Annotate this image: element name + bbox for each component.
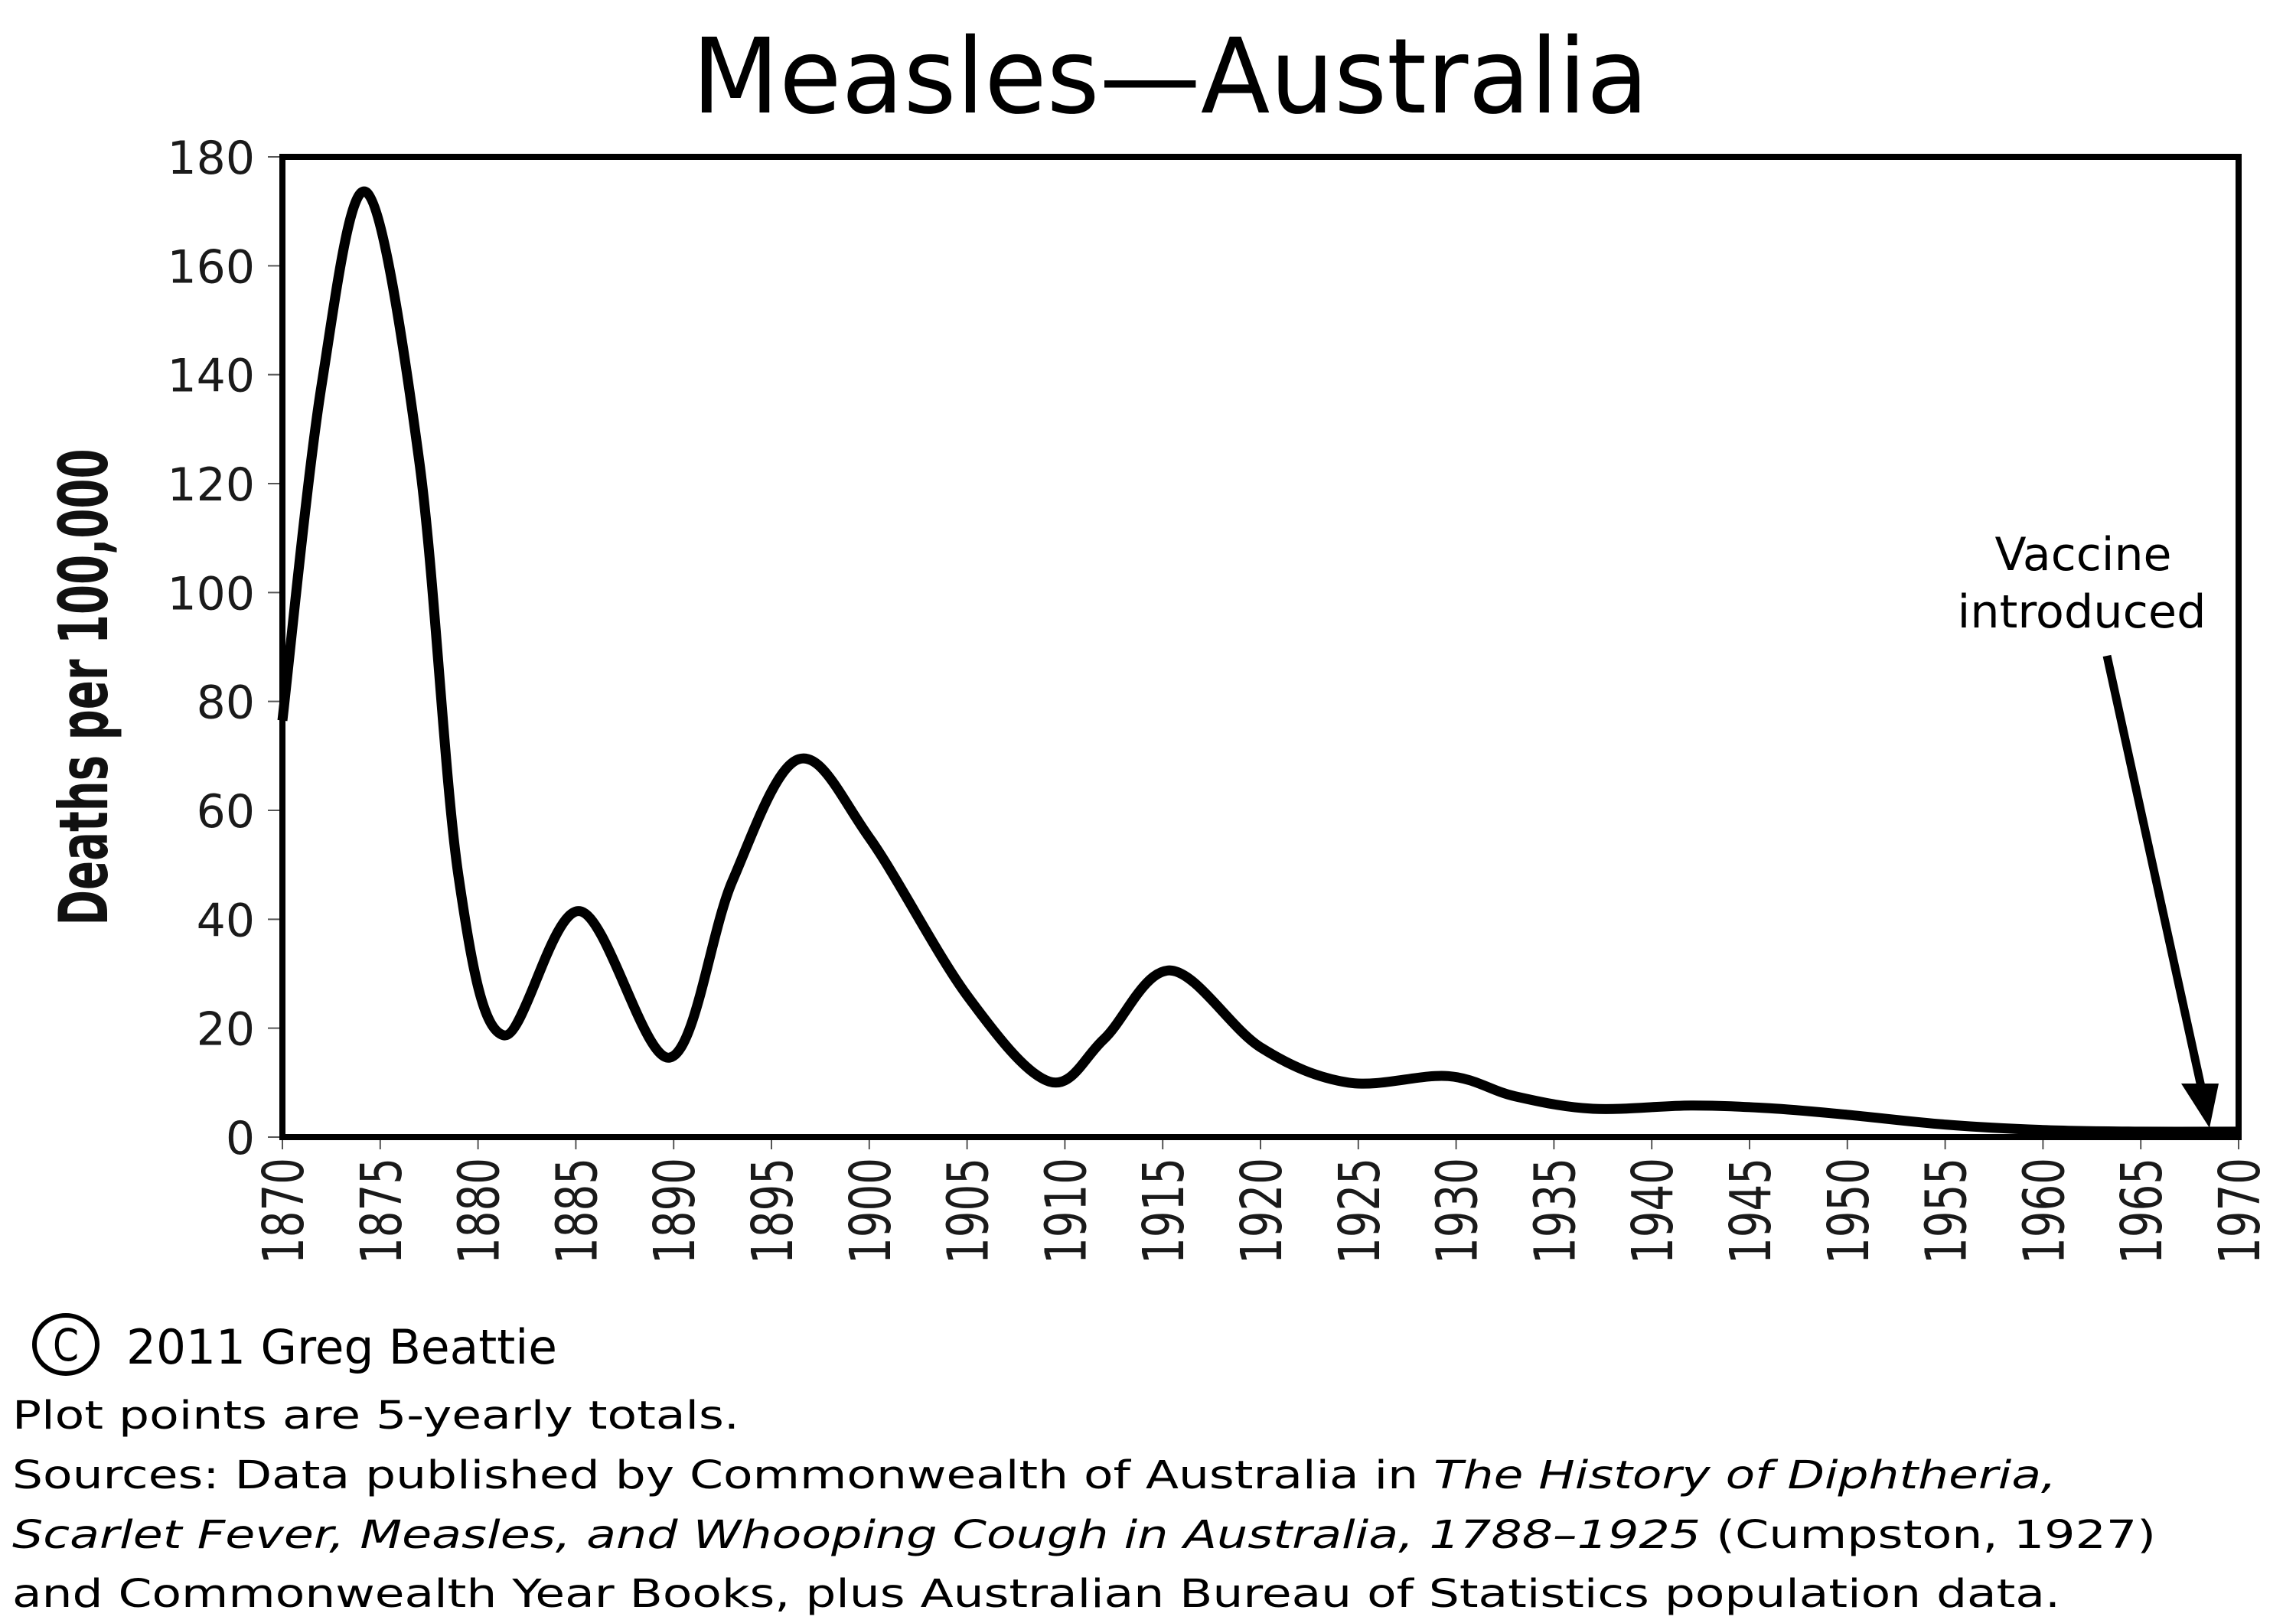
x-tick-label: 1875 bbox=[349, 1158, 415, 1264]
x-tick-label: 1910 bbox=[1033, 1158, 1099, 1264]
sources-line-1: Sources: Data published by Commonwealth … bbox=[12, 1453, 2056, 1498]
x-tick-label: 1885 bbox=[544, 1158, 610, 1264]
arrow-head-icon bbox=[2181, 1084, 2219, 1128]
y-tick-label: 60 bbox=[197, 785, 255, 839]
sources-line-1-italic-title: The History of Diphtheria, bbox=[1433, 1453, 2056, 1498]
x-tick-label: 1870 bbox=[251, 1158, 317, 1264]
x-tick-label: 1920 bbox=[1229, 1158, 1295, 1264]
x-tick-label: 1935 bbox=[1522, 1158, 1588, 1264]
y-tick-label: 40 bbox=[197, 894, 255, 947]
sources-line-2-italic-title: Scarlet Fever, Measles, and Whooping Cou… bbox=[12, 1513, 1701, 1558]
sources-line-3: and Commonwealth Year Books, plus Austra… bbox=[12, 1572, 2060, 1617]
y-tick-label: 120 bbox=[167, 458, 255, 512]
x-tick-label: 1930 bbox=[1425, 1158, 1491, 1264]
x-tick-label: 1955 bbox=[1914, 1158, 1980, 1264]
x-tick-label: 1895 bbox=[740, 1158, 806, 1264]
y-tick-label: 80 bbox=[197, 676, 255, 730]
sources-line-2: Scarlet Fever, Measles, and Whooping Cou… bbox=[12, 1513, 2156, 1558]
copyright-text: 2011 Greg Beattie bbox=[126, 1319, 557, 1375]
x-tick-label: 1940 bbox=[1620, 1158, 1686, 1264]
y-tick-label: 0 bbox=[226, 1112, 255, 1165]
y-tick-label: 20 bbox=[197, 1003, 255, 1057]
y-axis-ticks: 0 20 40 60 80 100 120 140 160 180 bbox=[167, 132, 282, 1165]
y-axis-label: Deaths per 100,000 bbox=[44, 449, 123, 926]
x-tick-label: 1950 bbox=[1816, 1158, 1882, 1264]
copyright-icon: C bbox=[32, 1313, 99, 1376]
x-tick-label: 1970 bbox=[2207, 1158, 2273, 1264]
x-tick-label: 1925 bbox=[1327, 1158, 1393, 1264]
chart-title: Measles—Australia bbox=[692, 17, 1649, 138]
annotation-vaccine-line1: Vaccine bbox=[1995, 528, 2172, 582]
sources-line-1-plain: Sources: Data published by Commonwealth … bbox=[12, 1453, 1433, 1498]
series-line-measles bbox=[277, 186, 2239, 1137]
plot-frame bbox=[279, 154, 2242, 1140]
x-tick-label: 1890 bbox=[642, 1158, 708, 1264]
annotation-vaccine-line2: introduced bbox=[1958, 585, 2206, 639]
x-tick-label: 1965 bbox=[2109, 1158, 2175, 1264]
sources-line-2-plain: (Cumpston, 1927) bbox=[1701, 1513, 2156, 1558]
copyright-symbol-letter: C bbox=[53, 1319, 79, 1371]
x-tick-label: 1880 bbox=[447, 1158, 513, 1264]
y-tick-label: 100 bbox=[167, 567, 255, 621]
x-tick-label: 1960 bbox=[2011, 1158, 2077, 1264]
x-tick-label: 1915 bbox=[1131, 1158, 1197, 1264]
y-tick-label: 160 bbox=[167, 240, 255, 294]
x-tick-label: 1905 bbox=[936, 1158, 1002, 1264]
x-tick-label: 1900 bbox=[838, 1158, 904, 1264]
x-tick-label: 1945 bbox=[1718, 1158, 1784, 1264]
footer-note: Plot points are 5-yearly totals. bbox=[12, 1393, 739, 1439]
x-axis-ticks: 1870 1875 1880 1885 1890 1895 1900 1905 1910 1915… bbox=[251, 1137, 2273, 1264]
annotation-arrow-shaft bbox=[2102, 654, 2206, 1088]
y-tick-label: 180 bbox=[167, 132, 255, 185]
y-tick-label: 140 bbox=[167, 350, 255, 403]
